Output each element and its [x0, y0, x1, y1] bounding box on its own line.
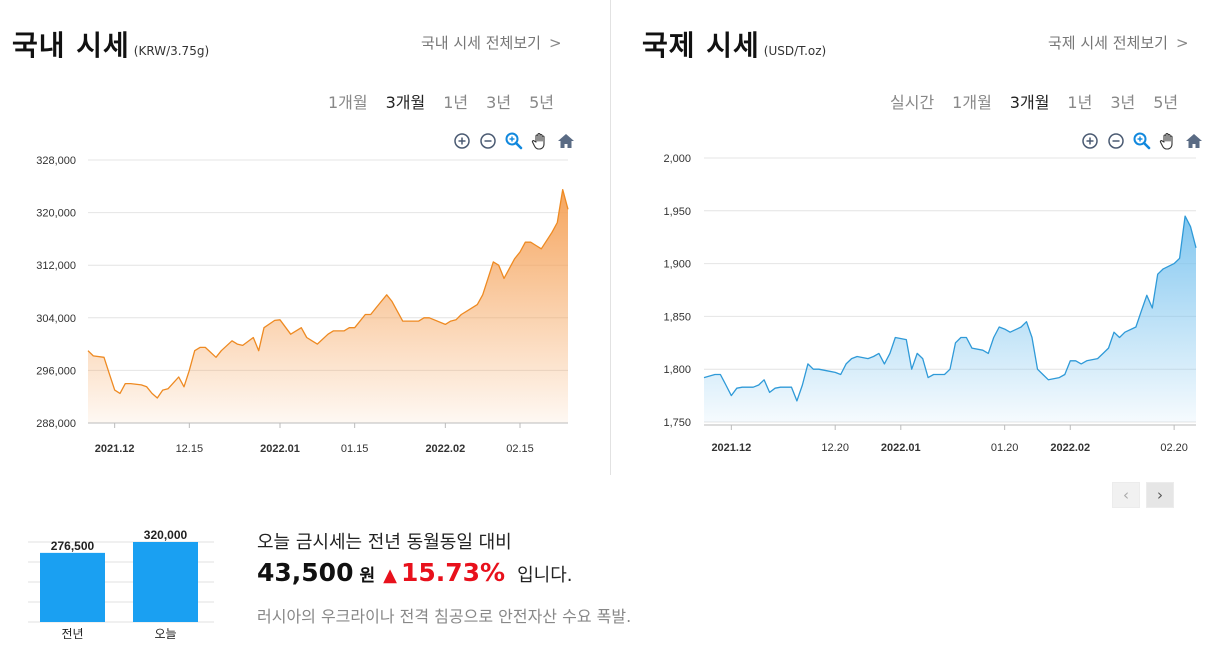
y-tick-label: 304,000: [36, 313, 76, 325]
y-tick-label: 2,000: [663, 153, 691, 165]
international-chart-toolbar: [1080, 130, 1204, 152]
x-tick-label: 01.15: [341, 443, 369, 455]
hand-pan-icon[interactable]: [1158, 131, 1178, 151]
period-tab[interactable]: 5년: [529, 93, 554, 112]
international-view-all-label: 국제 시세 전체보기: [1048, 34, 1168, 52]
international-unit: (USD/T.oz): [763, 44, 827, 58]
price-series-line: [87, 188, 569, 399]
domestic-view-all-label: 국내 시세 전체보기: [421, 34, 541, 52]
domestic-unit: (KRW/3.75g): [133, 44, 210, 58]
period-tab[interactable]: 실시간: [890, 93, 935, 112]
domestic-view-all-link[interactable]: 국내 시세 전체보기 >: [421, 32, 562, 53]
panel-divider: [610, 0, 611, 475]
international-period-tabs: 실시간 1개월 3개월 1년 3년 5년: [890, 89, 1178, 113]
x-tick-label: 2021.12: [95, 443, 135, 455]
y-tick-label: 328,000: [36, 155, 76, 167]
chevron-right-icon: >: [548, 34, 562, 52]
year-over-year-bar-chart: 276,500 전년 320,000 오늘: [28, 528, 214, 641]
y-tick-label: 1,900: [663, 259, 691, 271]
international-view-all-link[interactable]: 국제 시세 전체보기 >: [1048, 32, 1189, 53]
magnifier-icon[interactable]: [504, 131, 524, 151]
chart-pager: ‹ ›: [1112, 482, 1174, 508]
currency-unit: 원: [359, 566, 376, 586]
x-tick-label: 02.15: [506, 443, 534, 455]
x-tick-label: 12.15: [176, 443, 204, 455]
last-year-bar: [40, 552, 105, 622]
zoom-in-icon[interactable]: [452, 131, 472, 151]
home-icon[interactable]: [556, 131, 576, 151]
period-tab[interactable]: 3년: [1110, 93, 1136, 112]
summary-intro: 오늘 금시세는 전년 동월동일 대비: [257, 532, 512, 553]
previous-button[interactable]: ‹: [1112, 482, 1140, 508]
magnifier-icon[interactable]: [1132, 131, 1152, 151]
period-tab[interactable]: 1개월: [328, 93, 368, 112]
price-area-fill: [704, 216, 1196, 422]
change-percent: 15.73%: [400, 558, 506, 587]
x-tick-label: 2021.12: [711, 442, 751, 454]
domestic-title: 국내 시세 (KRW/3.75g): [12, 24, 209, 64]
today-category-label: 오늘: [154, 627, 176, 641]
y-tick-label: 296,000: [36, 365, 76, 377]
y-tick-label: 1,950: [663, 206, 691, 218]
up-arrow-icon: ▲: [383, 565, 397, 586]
period-tab[interactable]: 1개월: [952, 93, 992, 112]
x-tick-label: 2022.01: [260, 443, 300, 455]
today-bar: [133, 542, 198, 622]
y-tick-label: 288,000: [36, 418, 76, 430]
period-tab[interactable]: 3개월: [1009, 93, 1050, 112]
today-value-label: 320,000: [144, 528, 188, 542]
chevron-right-icon: >: [1175, 34, 1189, 52]
y-tick-label: 312,000: [36, 260, 76, 272]
last-year-category-label: 전년: [61, 627, 83, 641]
next-button[interactable]: ›: [1146, 482, 1174, 508]
x-tick-label: 2022.02: [425, 443, 465, 455]
domestic-title-text: 국내 시세: [12, 29, 130, 62]
x-tick-label: 2022.01: [881, 442, 921, 454]
period-tab[interactable]: 1년: [443, 93, 469, 112]
price-area-fill: [88, 189, 568, 423]
zoom-out-icon[interactable]: [1106, 131, 1126, 151]
period-tab[interactable]: 3년: [486, 93, 512, 112]
period-tab[interactable]: 3개월: [385, 93, 426, 112]
international-gold-price-chart: 1,750 1,800 1,850 1,900 1,950 2,000 2021.12 12.…: [663, 153, 1197, 454]
home-icon[interactable]: [1184, 131, 1204, 151]
period-tab[interactable]: 1년: [1067, 93, 1093, 112]
domestic-price-panel: 국내 시세 (KRW/3.75g) 국내 시세 전체보기 > 1개월 3개월 1년 3년 5…: [0, 0, 605, 480]
x-tick-label: 12.20: [821, 442, 849, 454]
hand-pan-icon[interactable]: [530, 131, 550, 151]
international-price-panel: 국제 시세 (USD/T.oz) 국제 시세 전체보기 > 실시간 1개월 3개월 1년 3…: [612, 0, 1219, 480]
last-year-value-label: 276,500: [51, 539, 95, 553]
price-series-line: [703, 215, 1197, 402]
domestic-period-tabs: 1개월 3개월 1년 3년 5년: [328, 89, 554, 113]
market-note: 러시아의 우크라이나 전격 침공으로 안전자산 수요 폭발.: [257, 607, 632, 626]
summary-change: 43,500 원 ▲ 15.73% 입니다.: [257, 558, 573, 587]
y-tick-label: 320,000: [36, 208, 76, 220]
x-tick-label: 2022.02: [1050, 442, 1090, 454]
change-amount: 43,500: [257, 558, 354, 587]
y-tick-label: 1,850: [663, 311, 691, 323]
y-tick-label: 1,750: [663, 417, 691, 429]
period-tab[interactable]: 5년: [1153, 93, 1179, 112]
international-title: 국제 시세 (USD/T.oz): [642, 24, 826, 64]
domestic-chart-toolbar: [452, 130, 576, 152]
domestic-gold-price-chart: 288,000 296,000 304,000 312,000 320,000 328,0…: [36, 155, 569, 455]
x-tick-label: 02.20: [1160, 442, 1188, 454]
x-tick-label: 01.20: [991, 442, 1019, 454]
y-tick-label: 1,800: [663, 364, 691, 376]
zoom-out-icon[interactable]: [478, 131, 498, 151]
zoom-in-icon[interactable]: [1080, 131, 1100, 151]
summary-tail: 입니다.: [517, 565, 573, 586]
international-title-text: 국제 시세: [642, 29, 760, 62]
